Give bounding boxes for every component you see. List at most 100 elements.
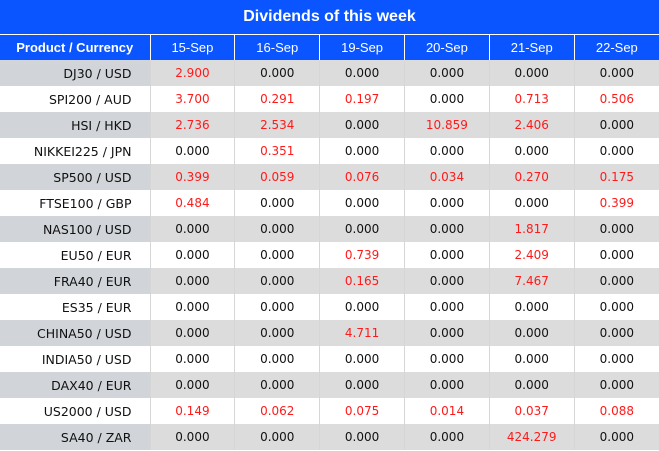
dividend-value-cell: 2.409	[488, 242, 575, 268]
product-cell: HSI / HKD	[0, 112, 150, 138]
product-cell: SA40 / ZAR	[0, 424, 150, 450]
dividend-value-cell: 3.700	[149, 86, 235, 112]
product-cell: FTSE100 / GBP	[39, 195, 132, 211]
dividend-value-cell: 0.062	[234, 398, 320, 424]
dividend-value-cell: 0.000	[488, 60, 575, 86]
dividend-value-cell: 0.037	[488, 398, 575, 424]
dividend-value-cell: 0.000	[403, 190, 490, 216]
product-cell: FRA40 / EUR	[0, 268, 150, 294]
dividend-value-cell: 0.351	[234, 138, 320, 164]
dividend-value-cell: 0.000	[403, 216, 490, 242]
dividend-value-cell: 0.484	[149, 190, 235, 216]
column-header-date: 15-Sep	[149, 34, 235, 60]
dividend-value-cell: 0.739	[319, 242, 405, 268]
product-cell: SP500 / USD	[0, 164, 150, 190]
table-row: DJ30 / USD 2.900 0.000 0.000 0.000 0.000 0.000	[0, 60, 659, 86]
dividend-value-cell: 0.000	[573, 346, 659, 372]
dividend-value-cell: 0.000	[573, 424, 659, 450]
dividend-value-cell: 0.000	[234, 372, 320, 398]
dividend-value-cell: 0.000	[573, 60, 659, 86]
dividend-value-cell: 0.076	[319, 164, 405, 190]
dividend-value-cell: 0.000	[403, 60, 490, 86]
dividend-value-cell: 0.000	[403, 320, 490, 346]
dividend-value-cell: 0.000	[234, 60, 320, 86]
table-row: ES35 / EUR 0.000 0.000 0.000 0.000 0.000 0.000	[0, 294, 659, 320]
dividend-value-cell: 0.000	[234, 216, 320, 242]
dividend-value-cell: 0.000	[488, 138, 575, 164]
dividend-value-cell: 0.088	[573, 398, 659, 424]
dividend-value-cell: 0.399	[149, 164, 235, 190]
header-row: Product / Currency 15-Sep 16-Sep 19-Sep 20-S…	[0, 34, 659, 60]
dividend-value-cell: 0.000	[149, 242, 235, 268]
dividend-value-cell: 0.000	[319, 112, 405, 138]
dividend-value-cell: 0.149	[149, 398, 235, 424]
dividend-value-cell: 0.000	[573, 294, 659, 320]
dividend-value-cell: 0.059	[234, 164, 320, 190]
product-cell: NAS100 / USD	[0, 216, 150, 242]
dividend-value-cell: 0.000	[403, 268, 490, 294]
table-row: US2000 / USD 0.149 0.062 0.075 0.014 0.037 0.0…	[0, 398, 659, 424]
dividend-value-cell: 0.000	[573, 320, 659, 346]
dividend-value-cell: 0.000	[573, 242, 659, 268]
dividend-value-cell: 0.000	[149, 294, 235, 320]
product-cell: US2000 / USD	[43, 403, 132, 419]
product-cell: EU50 / EUR	[60, 247, 132, 263]
table-row: FTSE100 / GBP 0.484 0.000 0.000 0.000 0.000 0.…	[0, 190, 659, 216]
dividend-value-cell: 2.406	[488, 112, 575, 138]
dividend-value-cell: 0.000	[149, 372, 235, 398]
dividend-value-cell: 0.175	[573, 164, 659, 190]
dividend-value-cell: 0.000	[319, 346, 405, 372]
dividend-value-cell: 0.000	[149, 424, 235, 450]
dividend-value-cell: 0.000	[234, 346, 320, 372]
dividend-value-cell: 0.000	[319, 216, 405, 242]
table-row: INDIA50 / USD 0.000 0.000 0.000 0.000 0.000 0.…	[0, 346, 659, 372]
dividend-value-cell: 1.817	[488, 216, 575, 242]
table-row: HSI / HKD 2.736 2.534 0.000 10.859 2.406 0.000	[0, 112, 659, 138]
dividend-value-cell: 0.000	[403, 372, 490, 398]
dividend-value-cell: 424.279	[488, 424, 575, 450]
dividend-value-cell: 0.713	[488, 86, 575, 112]
dividend-value-cell: 0.000	[319, 294, 405, 320]
product-cell: INDIA50 / USD	[41, 351, 132, 367]
dividend-value-cell: 0.000	[573, 112, 659, 138]
dividend-value-cell: 4.711	[319, 320, 405, 346]
dividend-value-cell: 0.506	[573, 86, 659, 112]
dividend-value-cell: 0.165	[319, 268, 405, 294]
table-row: NAS100 / USD 0.000 0.000 0.000 0.000 1.817 0.0…	[0, 216, 659, 242]
dividend-value-cell: 0.000	[488, 190, 575, 216]
dividend-value-cell: 0.034	[403, 164, 490, 190]
dividend-value-cell: 0.000	[149, 216, 235, 242]
table-row: DAX40 / EUR 0.000 0.000 0.000 0.000 0.000 0.00…	[0, 372, 659, 398]
dividend-value-cell: 0.000	[234, 190, 320, 216]
table-row: SA40 / ZAR 0.000 0.000 0.000 0.000 424.279 0.0…	[0, 424, 659, 450]
dividend-value-cell: 0.000	[319, 372, 405, 398]
dividend-value-cell: 0.000	[403, 424, 490, 450]
product-cell: SPI200 / AUD	[48, 91, 132, 107]
dividend-value-cell: 0.000	[403, 86, 490, 112]
dividend-value-cell: 0.075	[319, 398, 405, 424]
dividends-table: Product / Currency 15-Sep 16-Sep 19-Sep 20-S…	[0, 34, 659, 450]
dividend-value-cell: 0.014	[403, 398, 490, 424]
dividend-value-cell: 0.000	[234, 424, 320, 450]
dividend-value-cell: 0.000	[573, 372, 659, 398]
table-row: SP500 / USD 0.399 0.059 0.076 0.034 0.270 0.17…	[0, 164, 659, 190]
column-header-date: 20-Sep	[403, 34, 490, 60]
product-cell: ES35 / EUR	[61, 299, 132, 315]
dividend-value-cell: 0.197	[319, 86, 405, 112]
dividend-value-cell: 0.270	[488, 164, 575, 190]
dividend-value-cell: 0.000	[234, 268, 320, 294]
table-row: NIKKEI225 / JPN 0.000 0.351 0.000 0.000 0.000…	[0, 138, 659, 164]
table-title: Dividends of this week	[0, 0, 659, 34]
dividend-value-cell: 0.000	[403, 294, 490, 320]
dividend-value-cell: 0.000	[573, 138, 659, 164]
product-cell: DAX40 / EUR	[0, 372, 150, 398]
dividend-value-cell: 2.534	[234, 112, 320, 138]
column-header-date: 22-Sep	[573, 34, 659, 60]
dividend-value-cell: 0.000	[403, 346, 490, 372]
dividend-value-cell: 0.000	[319, 60, 405, 86]
dividend-value-cell: 0.000	[488, 320, 575, 346]
product-cell: DJ30 / USD	[0, 60, 150, 86]
column-header-product: Product / Currency	[0, 34, 150, 60]
dividend-value-cell: 0.000	[234, 294, 320, 320]
dividend-value-cell: 0.291	[234, 86, 320, 112]
